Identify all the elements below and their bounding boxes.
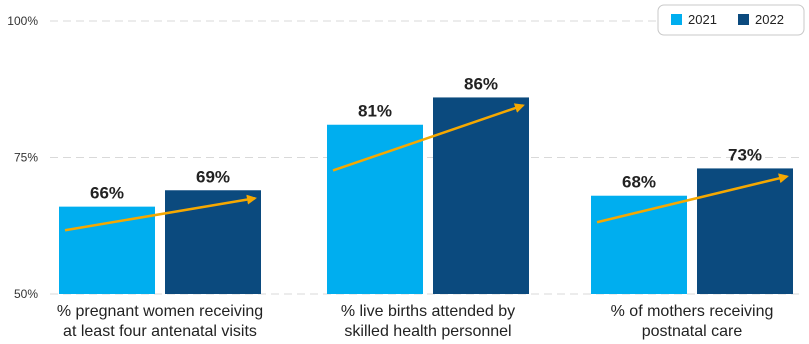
bar-2022-2 <box>697 168 793 294</box>
data-label-2021-1: 81% <box>358 102 392 121</box>
y-tick-label: 75% <box>14 151 38 165</box>
legend-frame <box>657 4 805 36</box>
y-tick-label: 100% <box>7 14 38 28</box>
bar-2022-0 <box>165 190 261 294</box>
data-label-2022-0: 69% <box>196 167 230 186</box>
trend-arrow-1 <box>332 103 525 172</box>
category-label: % live births attended by <box>341 303 515 320</box>
bar-2021-2 <box>591 195 687 294</box>
data-label-2022-1: 86% <box>464 74 498 93</box>
trend-arrow-2 <box>596 173 789 224</box>
bar-2021-0 <box>59 206 155 294</box>
grid-lines <box>50 20 800 295</box>
category-label: postnatal care <box>642 323 743 340</box>
data-label-2022-2: 73% <box>728 145 762 164</box>
data-labels: 66% 69% 81% 86% 68% 73% <box>90 74 762 202</box>
category-label: % of mothers receiving <box>611 303 774 320</box>
category-label: % pregnant women receiving <box>57 303 263 320</box>
bars <box>59 97 793 295</box>
data-label-2021-0: 66% <box>90 184 124 203</box>
legend-label-2021: 2021 <box>688 12 717 27</box>
legend-label-2022: 2022 <box>755 12 784 27</box>
y-tick-label: 50% <box>14 287 38 301</box>
bar-2021-1 <box>327 124 423 295</box>
legend: 2021 2022 <box>657 4 805 36</box>
category-labels: % pregnant women receiving at least four … <box>57 303 774 340</box>
y-axis-ticks: 50% 75% 100% <box>7 14 38 301</box>
category-label: skilled health personnel <box>344 323 511 340</box>
category-label: at least four antenatal visits <box>63 323 257 340</box>
trend-arrow-0 <box>64 194 257 232</box>
data-label-2021-2: 68% <box>622 173 656 192</box>
bar-2022-1 <box>433 97 529 294</box>
trend-arrows <box>64 103 789 232</box>
legend-swatch-2022 <box>738 14 749 25</box>
legend-swatch-2021 <box>671 14 682 25</box>
